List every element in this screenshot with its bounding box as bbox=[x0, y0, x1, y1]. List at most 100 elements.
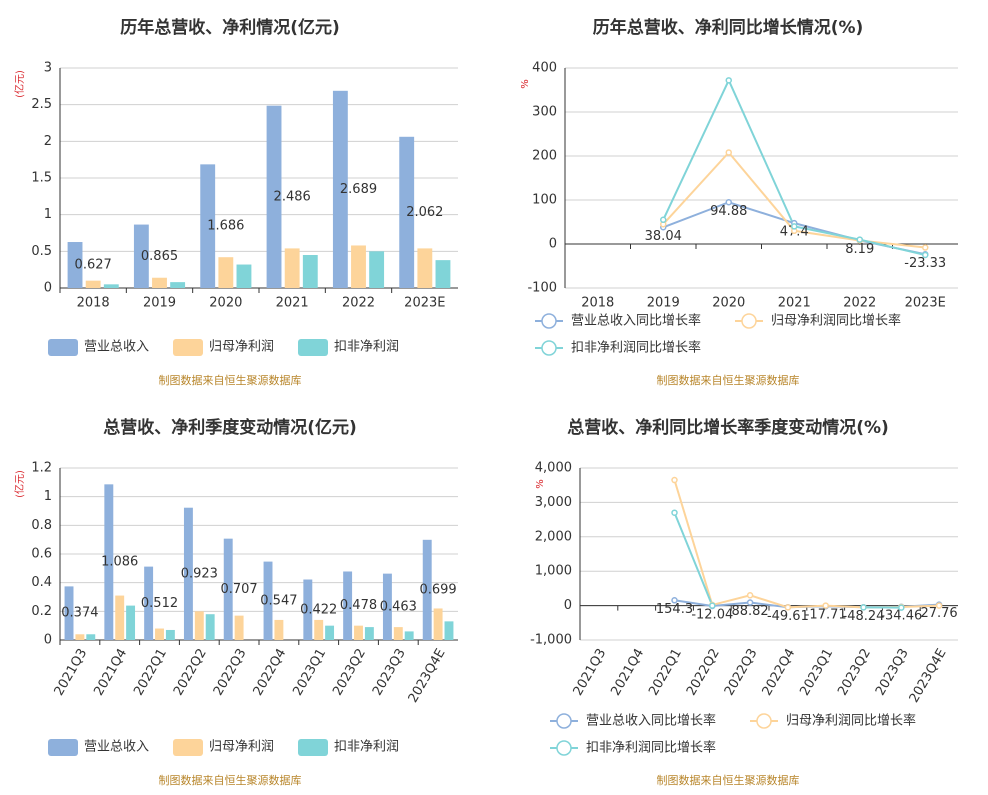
data-label: 2.486 bbox=[274, 189, 311, 204]
line bbox=[673, 512, 902, 609]
bar bbox=[152, 277, 167, 288]
data-label: 8.19 bbox=[845, 242, 874, 257]
data-label: 1.686 bbox=[207, 219, 244, 234]
bar bbox=[382, 573, 392, 640]
point bbox=[709, 602, 716, 609]
x-tick-label: 2021 bbox=[276, 296, 309, 311]
legend-marker bbox=[541, 340, 557, 356]
legend-label: 营业总收入 bbox=[84, 740, 149, 755]
x-tick-label: 2023Q2 bbox=[330, 646, 369, 698]
bar bbox=[75, 634, 85, 640]
legend-marker bbox=[756, 713, 772, 729]
data-label: 0.923 bbox=[181, 566, 218, 581]
y-tick-label: -100 bbox=[527, 281, 557, 296]
legend-label: 归母净利润同比增长率 bbox=[771, 313, 901, 329]
x-tick-label: 2022Q3 bbox=[722, 646, 761, 698]
bar bbox=[404, 631, 414, 640]
bar bbox=[205, 614, 215, 640]
x-tick-label: 2022Q3 bbox=[211, 646, 250, 698]
data-label: 0.707 bbox=[220, 582, 257, 597]
point bbox=[671, 509, 678, 516]
bar bbox=[263, 561, 273, 640]
source-note: 制图数据来自恒生聚源数据库 bbox=[657, 373, 800, 387]
x-tick-label: 2022Q2 bbox=[684, 646, 723, 698]
y-tick-label: 2.5 bbox=[31, 97, 52, 112]
data-label: -17.71 bbox=[805, 608, 847, 623]
x-tick-label: 2023Q4E bbox=[907, 646, 950, 705]
x-tick-label: 2021Q4 bbox=[608, 646, 647, 698]
line bbox=[673, 479, 940, 609]
point bbox=[725, 199, 732, 206]
point bbox=[784, 604, 792, 611]
axis-unit: (亿元) bbox=[13, 70, 26, 98]
y-tick-label: 1 bbox=[44, 489, 52, 504]
point bbox=[671, 476, 678, 484]
x-tick-label: 2018 bbox=[581, 296, 614, 311]
legend-label: 归母净利润 bbox=[209, 740, 274, 755]
y-tick-label: 100 bbox=[532, 193, 557, 208]
bar bbox=[234, 615, 244, 640]
point bbox=[935, 602, 943, 609]
y-tick-label: 4,000 bbox=[535, 461, 572, 476]
bar bbox=[133, 224, 149, 288]
point bbox=[725, 77, 732, 84]
y-tick-label: 0 bbox=[44, 281, 52, 296]
point bbox=[746, 592, 754, 599]
x-tick-label: 2022Q1 bbox=[646, 646, 685, 698]
bar bbox=[165, 629, 175, 640]
x-tick-label: 2022Q2 bbox=[171, 646, 210, 698]
point bbox=[725, 149, 732, 156]
y-tick-label: 3,000 bbox=[535, 495, 572, 510]
axis-unit: % bbox=[535, 479, 546, 489]
bar bbox=[144, 566, 154, 640]
data-label: 0.478 bbox=[340, 598, 377, 613]
bar bbox=[155, 628, 164, 640]
bar bbox=[194, 611, 204, 640]
bar bbox=[115, 595, 125, 640]
legend-label: 扣非净利润 bbox=[334, 340, 399, 355]
data-label: -49.61 bbox=[767, 609, 809, 624]
data-label: 0.699 bbox=[419, 582, 456, 597]
x-tick-label: 2023Q3 bbox=[370, 646, 409, 698]
source-note: 制图数据来自恒生聚源数据库 bbox=[657, 773, 800, 787]
bar bbox=[332, 90, 348, 288]
bar bbox=[236, 264, 252, 288]
source-note: 制图数据来自恒生聚源数据库 bbox=[159, 373, 302, 387]
legend-label: 归母净利润同比增长率 bbox=[786, 713, 916, 729]
bar bbox=[200, 164, 216, 288]
bar bbox=[369, 251, 385, 288]
bar bbox=[85, 280, 101, 288]
legend-swatch bbox=[173, 739, 203, 756]
bar bbox=[284, 248, 300, 288]
bar bbox=[86, 634, 96, 640]
bar bbox=[417, 248, 433, 288]
legend-label: 扣非净利润同比增长率 bbox=[571, 340, 701, 356]
y-tick-label: 300 bbox=[532, 105, 557, 120]
bar bbox=[433, 608, 443, 640]
legend-marker bbox=[741, 313, 757, 329]
bar bbox=[64, 586, 74, 640]
y-tick-label: 0 bbox=[549, 237, 557, 252]
bar bbox=[399, 136, 415, 288]
bar bbox=[183, 507, 193, 640]
point bbox=[898, 604, 905, 611]
legend-marker bbox=[556, 713, 572, 729]
bar bbox=[266, 105, 282, 289]
data-label: 38.04 bbox=[645, 229, 682, 244]
data-label: 1.086 bbox=[101, 555, 138, 570]
x-tick-label: 2021Q3 bbox=[52, 646, 91, 698]
y-tick-label: 1 bbox=[44, 207, 52, 222]
y-tick-label: 0 bbox=[44, 633, 52, 648]
bar bbox=[126, 605, 136, 640]
x-tick-label: 2019 bbox=[647, 296, 680, 311]
axis-unit: % bbox=[520, 79, 531, 89]
chart-title: 总营收、净利同比增长率季度变动情况(%) bbox=[567, 417, 889, 438]
point bbox=[660, 216, 667, 224]
legend-swatch bbox=[298, 739, 328, 756]
legend-label: 扣非净利润同比增长率 bbox=[586, 740, 716, 756]
data-label: 0.547 bbox=[260, 593, 297, 608]
y-tick-label: 400 bbox=[532, 61, 557, 76]
y-tick-label: 0.4 bbox=[31, 575, 52, 590]
data-label: 0.865 bbox=[141, 249, 178, 264]
